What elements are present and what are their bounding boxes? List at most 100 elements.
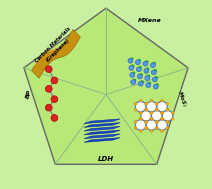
Polygon shape [84, 119, 120, 124]
Circle shape [146, 68, 149, 70]
Circle shape [150, 117, 153, 120]
Circle shape [139, 111, 142, 114]
Circle shape [171, 117, 174, 120]
Circle shape [150, 111, 153, 114]
Circle shape [155, 108, 158, 111]
Circle shape [146, 60, 148, 63]
Circle shape [150, 111, 153, 114]
Circle shape [136, 67, 141, 72]
Circle shape [145, 127, 148, 129]
Polygon shape [141, 110, 151, 122]
Text: MXene: MXene [138, 18, 162, 23]
Text: LDH: LDH [98, 156, 114, 162]
Circle shape [141, 81, 144, 83]
Circle shape [132, 72, 135, 74]
Circle shape [145, 121, 147, 123]
Circle shape [155, 102, 158, 105]
Circle shape [138, 81, 143, 86]
Circle shape [166, 108, 169, 111]
Circle shape [134, 108, 137, 111]
Circle shape [130, 73, 135, 77]
Circle shape [150, 117, 153, 120]
Polygon shape [84, 130, 120, 135]
Circle shape [145, 108, 148, 111]
Circle shape [139, 118, 142, 120]
Circle shape [139, 117, 142, 120]
Circle shape [160, 117, 163, 120]
Circle shape [51, 115, 58, 121]
Polygon shape [84, 134, 120, 139]
Circle shape [155, 108, 158, 111]
Polygon shape [152, 110, 162, 122]
Polygon shape [162, 110, 173, 122]
Polygon shape [157, 119, 167, 131]
Circle shape [145, 121, 148, 123]
Circle shape [153, 84, 158, 89]
Polygon shape [24, 8, 188, 164]
Circle shape [145, 108, 147, 111]
Circle shape [155, 121, 158, 123]
Text: MoS$_2$: MoS$_2$ [175, 90, 189, 109]
Circle shape [166, 120, 169, 123]
Circle shape [134, 121, 137, 123]
Text: (Graphene): (Graphene) [45, 38, 71, 63]
Circle shape [148, 82, 151, 84]
Circle shape [161, 111, 164, 114]
Circle shape [161, 118, 163, 120]
Polygon shape [84, 126, 120, 131]
Text: Carbon Materials: Carbon Materials [34, 26, 71, 64]
Polygon shape [135, 119, 146, 131]
Circle shape [131, 57, 133, 60]
Circle shape [161, 99, 163, 102]
Circle shape [150, 118, 153, 120]
Circle shape [166, 102, 169, 105]
Circle shape [171, 111, 174, 114]
Text: BP: BP [25, 89, 33, 100]
Circle shape [134, 102, 137, 105]
Circle shape [45, 104, 52, 111]
Circle shape [155, 127, 158, 129]
Circle shape [160, 111, 163, 114]
Circle shape [155, 120, 158, 123]
Circle shape [138, 59, 141, 62]
Circle shape [154, 69, 157, 72]
Circle shape [51, 77, 58, 84]
Circle shape [146, 83, 151, 88]
Circle shape [151, 70, 156, 75]
Circle shape [45, 85, 52, 92]
Circle shape [145, 120, 148, 123]
Circle shape [145, 76, 150, 81]
Polygon shape [146, 101, 157, 113]
Polygon shape [84, 123, 120, 127]
Circle shape [51, 96, 58, 103]
Circle shape [134, 127, 137, 129]
Circle shape [144, 68, 149, 73]
Circle shape [131, 80, 136, 84]
Circle shape [155, 76, 158, 79]
Polygon shape [157, 101, 167, 113]
Circle shape [148, 75, 150, 77]
Circle shape [128, 58, 133, 63]
Polygon shape [146, 119, 157, 131]
Circle shape [156, 83, 159, 86]
Polygon shape [32, 29, 80, 78]
Circle shape [145, 102, 147, 105]
Circle shape [129, 65, 134, 70]
Circle shape [133, 79, 136, 82]
Circle shape [140, 73, 143, 76]
Circle shape [161, 117, 164, 120]
Circle shape [137, 74, 142, 79]
Circle shape [153, 62, 156, 65]
Circle shape [152, 77, 157, 82]
Circle shape [155, 121, 158, 123]
Circle shape [135, 60, 140, 65]
Circle shape [145, 127, 147, 129]
Circle shape [145, 102, 148, 105]
Circle shape [150, 129, 153, 132]
Circle shape [161, 111, 163, 114]
Circle shape [155, 108, 158, 111]
Circle shape [45, 66, 52, 73]
Circle shape [139, 129, 142, 132]
Circle shape [161, 129, 163, 132]
Circle shape [139, 66, 142, 69]
